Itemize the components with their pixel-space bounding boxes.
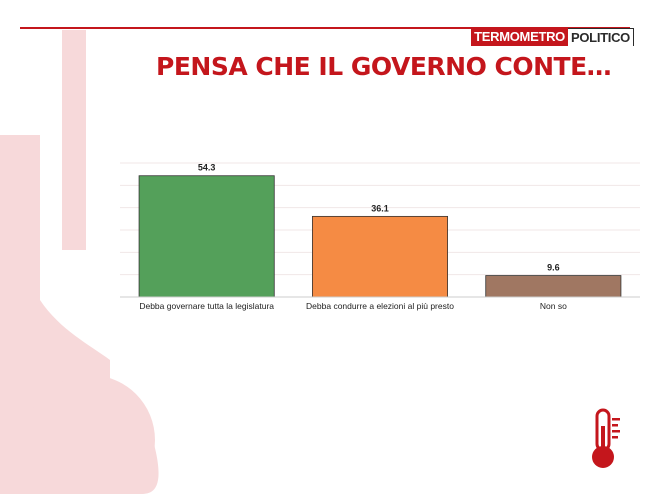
data-label-3: 9.6 xyxy=(547,263,560,273)
data-label-1: 54.3 xyxy=(198,163,216,173)
logo-text-termometro: TERMOMETRO xyxy=(471,28,568,46)
category-label-1: Debba governare tutta la legislatura xyxy=(139,301,274,311)
bar-1 xyxy=(138,175,275,298)
data-label-2: 36.1 xyxy=(371,203,389,213)
brand-logo: TERMOMETRO POLITICO xyxy=(471,28,634,46)
header-rule xyxy=(20,27,630,29)
category-label-2: Debba condurre a elezioni al più presto xyxy=(306,301,454,311)
bar-2 xyxy=(311,215,448,298)
category-label-3: Non so xyxy=(540,301,567,311)
thermometer-icon xyxy=(592,408,620,468)
page-title: PENSA CHE IL GOVERNO CONTE… xyxy=(156,52,612,81)
logo-text-politico: POLITICO xyxy=(568,28,634,46)
bar-3 xyxy=(485,275,622,298)
